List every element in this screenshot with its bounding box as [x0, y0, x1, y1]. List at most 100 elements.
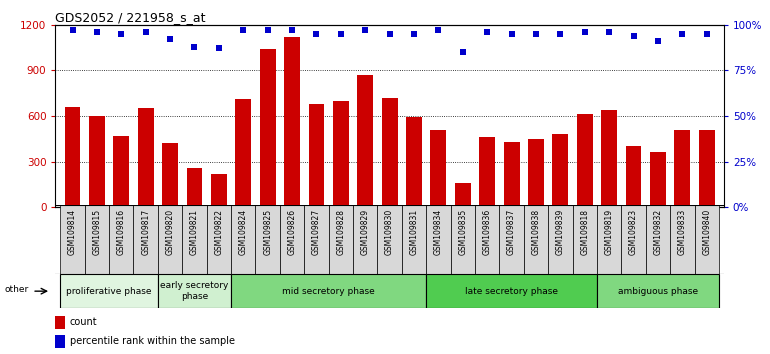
- Text: GSM109815: GSM109815: [92, 209, 102, 255]
- Bar: [504, 142, 520, 207]
- Text: GSM109829: GSM109829: [360, 209, 370, 255]
- Point: [262, 27, 274, 33]
- Bar: [625, 146, 641, 207]
- Point: [432, 27, 444, 33]
- Bar: [206, 205, 231, 274]
- Bar: [524, 205, 548, 274]
- Bar: [621, 205, 646, 274]
- Point: [701, 31, 713, 37]
- Point: [554, 31, 567, 37]
- Text: GSM109826: GSM109826: [287, 209, 296, 255]
- Point: [359, 27, 371, 33]
- Bar: [284, 37, 300, 207]
- Bar: [577, 114, 593, 207]
- Bar: [601, 110, 617, 207]
- Bar: [675, 130, 690, 207]
- Bar: [528, 139, 544, 207]
- Point: [139, 29, 152, 35]
- Point: [505, 31, 517, 37]
- Text: GSM109839: GSM109839: [556, 209, 565, 255]
- Text: proliferative phase: proliferative phase: [66, 287, 152, 296]
- Text: GSM109828: GSM109828: [336, 209, 345, 255]
- Point: [383, 31, 396, 37]
- Text: GSM109834: GSM109834: [434, 209, 443, 255]
- Point: [603, 29, 615, 35]
- Bar: [182, 205, 206, 274]
- Text: ambiguous phase: ambiguous phase: [618, 287, 698, 296]
- Bar: [427, 274, 597, 308]
- Text: GSM109830: GSM109830: [385, 209, 394, 255]
- Bar: [231, 274, 427, 308]
- Bar: [133, 205, 158, 274]
- Bar: [333, 101, 349, 207]
- Text: GSM109832: GSM109832: [654, 209, 662, 255]
- Bar: [60, 274, 158, 308]
- Text: GSM109823: GSM109823: [629, 209, 638, 255]
- Text: GDS2052 / 221958_s_at: GDS2052 / 221958_s_at: [55, 11, 206, 24]
- Bar: [670, 205, 695, 274]
- Point: [335, 31, 347, 37]
- Text: GSM109840: GSM109840: [702, 209, 711, 255]
- Point: [91, 29, 103, 35]
- Text: early secretory
phase: early secretory phase: [160, 281, 229, 301]
- Bar: [695, 205, 719, 274]
- Point: [213, 46, 225, 51]
- Text: GSM109820: GSM109820: [166, 209, 175, 255]
- Bar: [353, 205, 377, 274]
- Bar: [402, 205, 427, 274]
- Bar: [138, 108, 154, 207]
- Bar: [646, 205, 670, 274]
- Text: GSM109835: GSM109835: [458, 209, 467, 255]
- Text: GSM109817: GSM109817: [141, 209, 150, 255]
- Text: late secretory phase: late secretory phase: [465, 287, 558, 296]
- Bar: [455, 183, 470, 207]
- Point: [310, 31, 323, 37]
- Text: GSM109821: GSM109821: [190, 209, 199, 255]
- Point: [286, 27, 298, 33]
- Bar: [65, 107, 80, 207]
- Bar: [382, 98, 397, 207]
- Bar: [186, 167, 203, 207]
- Text: GSM109814: GSM109814: [68, 209, 77, 255]
- Bar: [256, 205, 280, 274]
- Bar: [162, 143, 178, 207]
- Text: other: other: [5, 285, 28, 294]
- Bar: [548, 205, 573, 274]
- Point: [628, 33, 640, 39]
- Point: [457, 49, 469, 55]
- Bar: [699, 130, 715, 207]
- Bar: [236, 99, 251, 207]
- Text: percentile rank within the sample: percentile rank within the sample: [70, 336, 235, 346]
- Bar: [479, 137, 495, 207]
- Text: mid secretory phase: mid secretory phase: [283, 287, 375, 296]
- Bar: [113, 136, 129, 207]
- Point: [66, 27, 79, 33]
- Text: GSM109837: GSM109837: [507, 209, 516, 255]
- Point: [530, 31, 542, 37]
- Point: [676, 31, 688, 37]
- Bar: [475, 205, 500, 274]
- Text: GSM109825: GSM109825: [263, 209, 272, 255]
- Bar: [406, 118, 422, 207]
- Bar: [158, 205, 182, 274]
- Bar: [552, 134, 568, 207]
- Text: GSM109818: GSM109818: [581, 209, 589, 255]
- Bar: [450, 205, 475, 274]
- Text: GSM109827: GSM109827: [312, 209, 321, 255]
- Bar: [650, 153, 666, 207]
- Bar: [55, 335, 65, 348]
- Text: GSM109833: GSM109833: [678, 209, 687, 255]
- Text: count: count: [70, 317, 98, 327]
- Bar: [85, 205, 109, 274]
- Bar: [304, 205, 329, 274]
- Bar: [573, 205, 597, 274]
- Bar: [430, 130, 447, 207]
- Bar: [89, 116, 105, 207]
- Bar: [597, 205, 621, 274]
- Bar: [60, 205, 85, 274]
- Bar: [329, 205, 353, 274]
- Text: GSM109838: GSM109838: [531, 209, 541, 255]
- Bar: [597, 274, 719, 308]
- Text: GSM109836: GSM109836: [483, 209, 492, 255]
- Bar: [211, 174, 227, 207]
